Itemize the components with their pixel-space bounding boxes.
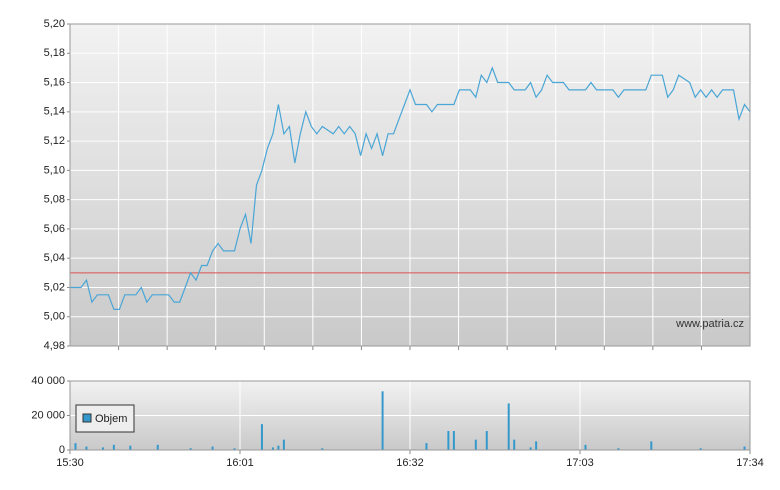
volume-bar <box>85 446 88 450</box>
volume-bar <box>584 444 587 450</box>
volume-bar <box>743 446 746 450</box>
y-tick-label: 40 000 <box>31 375 65 387</box>
watermark: www.patria.cz <box>675 318 744 330</box>
x-tick-label: 16:32 <box>396 457 424 469</box>
volume-bar <box>233 448 236 450</box>
y-tick-label: 5,18 <box>44 47 65 59</box>
y-tick-label: 5,08 <box>44 194 65 206</box>
legend-swatch <box>82 413 92 423</box>
volume-bar <box>381 391 384 450</box>
volume-bar <box>650 441 653 450</box>
volume-bar <box>529 447 532 450</box>
volume-bar <box>452 431 455 450</box>
volume-bar <box>211 446 214 450</box>
y-tick-label: 5,04 <box>44 252 65 264</box>
price-line <box>70 66 751 310</box>
volume-bar <box>74 443 77 450</box>
volume-bar <box>260 424 263 450</box>
y-tick-label: 5,10 <box>44 164 65 176</box>
y-tick-label: 5,06 <box>44 223 65 235</box>
volume-bar <box>425 443 428 450</box>
x-tick-label: 17:34 <box>736 457 764 469</box>
volume-bar <box>474 439 477 450</box>
volume-bar <box>156 444 159 450</box>
y-tick-label: 5,02 <box>44 281 65 293</box>
volume-bar <box>271 447 274 450</box>
volume-bar <box>112 444 115 450</box>
y-tick-label: 0 <box>59 444 65 456</box>
y-tick-label: 4,98 <box>44 340 65 352</box>
y-tick-label: 5,00 <box>44 311 65 323</box>
legend-label: Objem <box>95 413 127 425</box>
y-tick-label: 5,20 <box>44 18 65 30</box>
plot-border <box>69 23 751 347</box>
volume-bar <box>485 431 488 450</box>
x-tick-label: 16:01 <box>226 457 254 469</box>
volume-bar <box>101 447 104 450</box>
volume-bar <box>513 439 516 450</box>
y-tick-label: 5,12 <box>44 135 65 147</box>
volume-bar <box>617 448 620 450</box>
volume-bar <box>189 448 192 450</box>
volume-bar <box>447 431 450 450</box>
y-tick-label: 5,14 <box>44 106 65 118</box>
plot-border <box>69 380 751 451</box>
volume-bar <box>282 439 285 450</box>
x-tick-label: 15:30 <box>56 457 84 469</box>
volume-bar <box>699 448 702 450</box>
x-tick-label: 17:03 <box>566 457 594 469</box>
y-tick-label: 5,16 <box>44 76 65 88</box>
volume-bar <box>129 445 132 450</box>
volume-bar <box>535 441 538 450</box>
volume-bar <box>507 403 510 450</box>
y-tick-label: 20 000 <box>31 409 65 421</box>
volume-bar <box>321 448 324 450</box>
volume-bar <box>277 445 280 450</box>
